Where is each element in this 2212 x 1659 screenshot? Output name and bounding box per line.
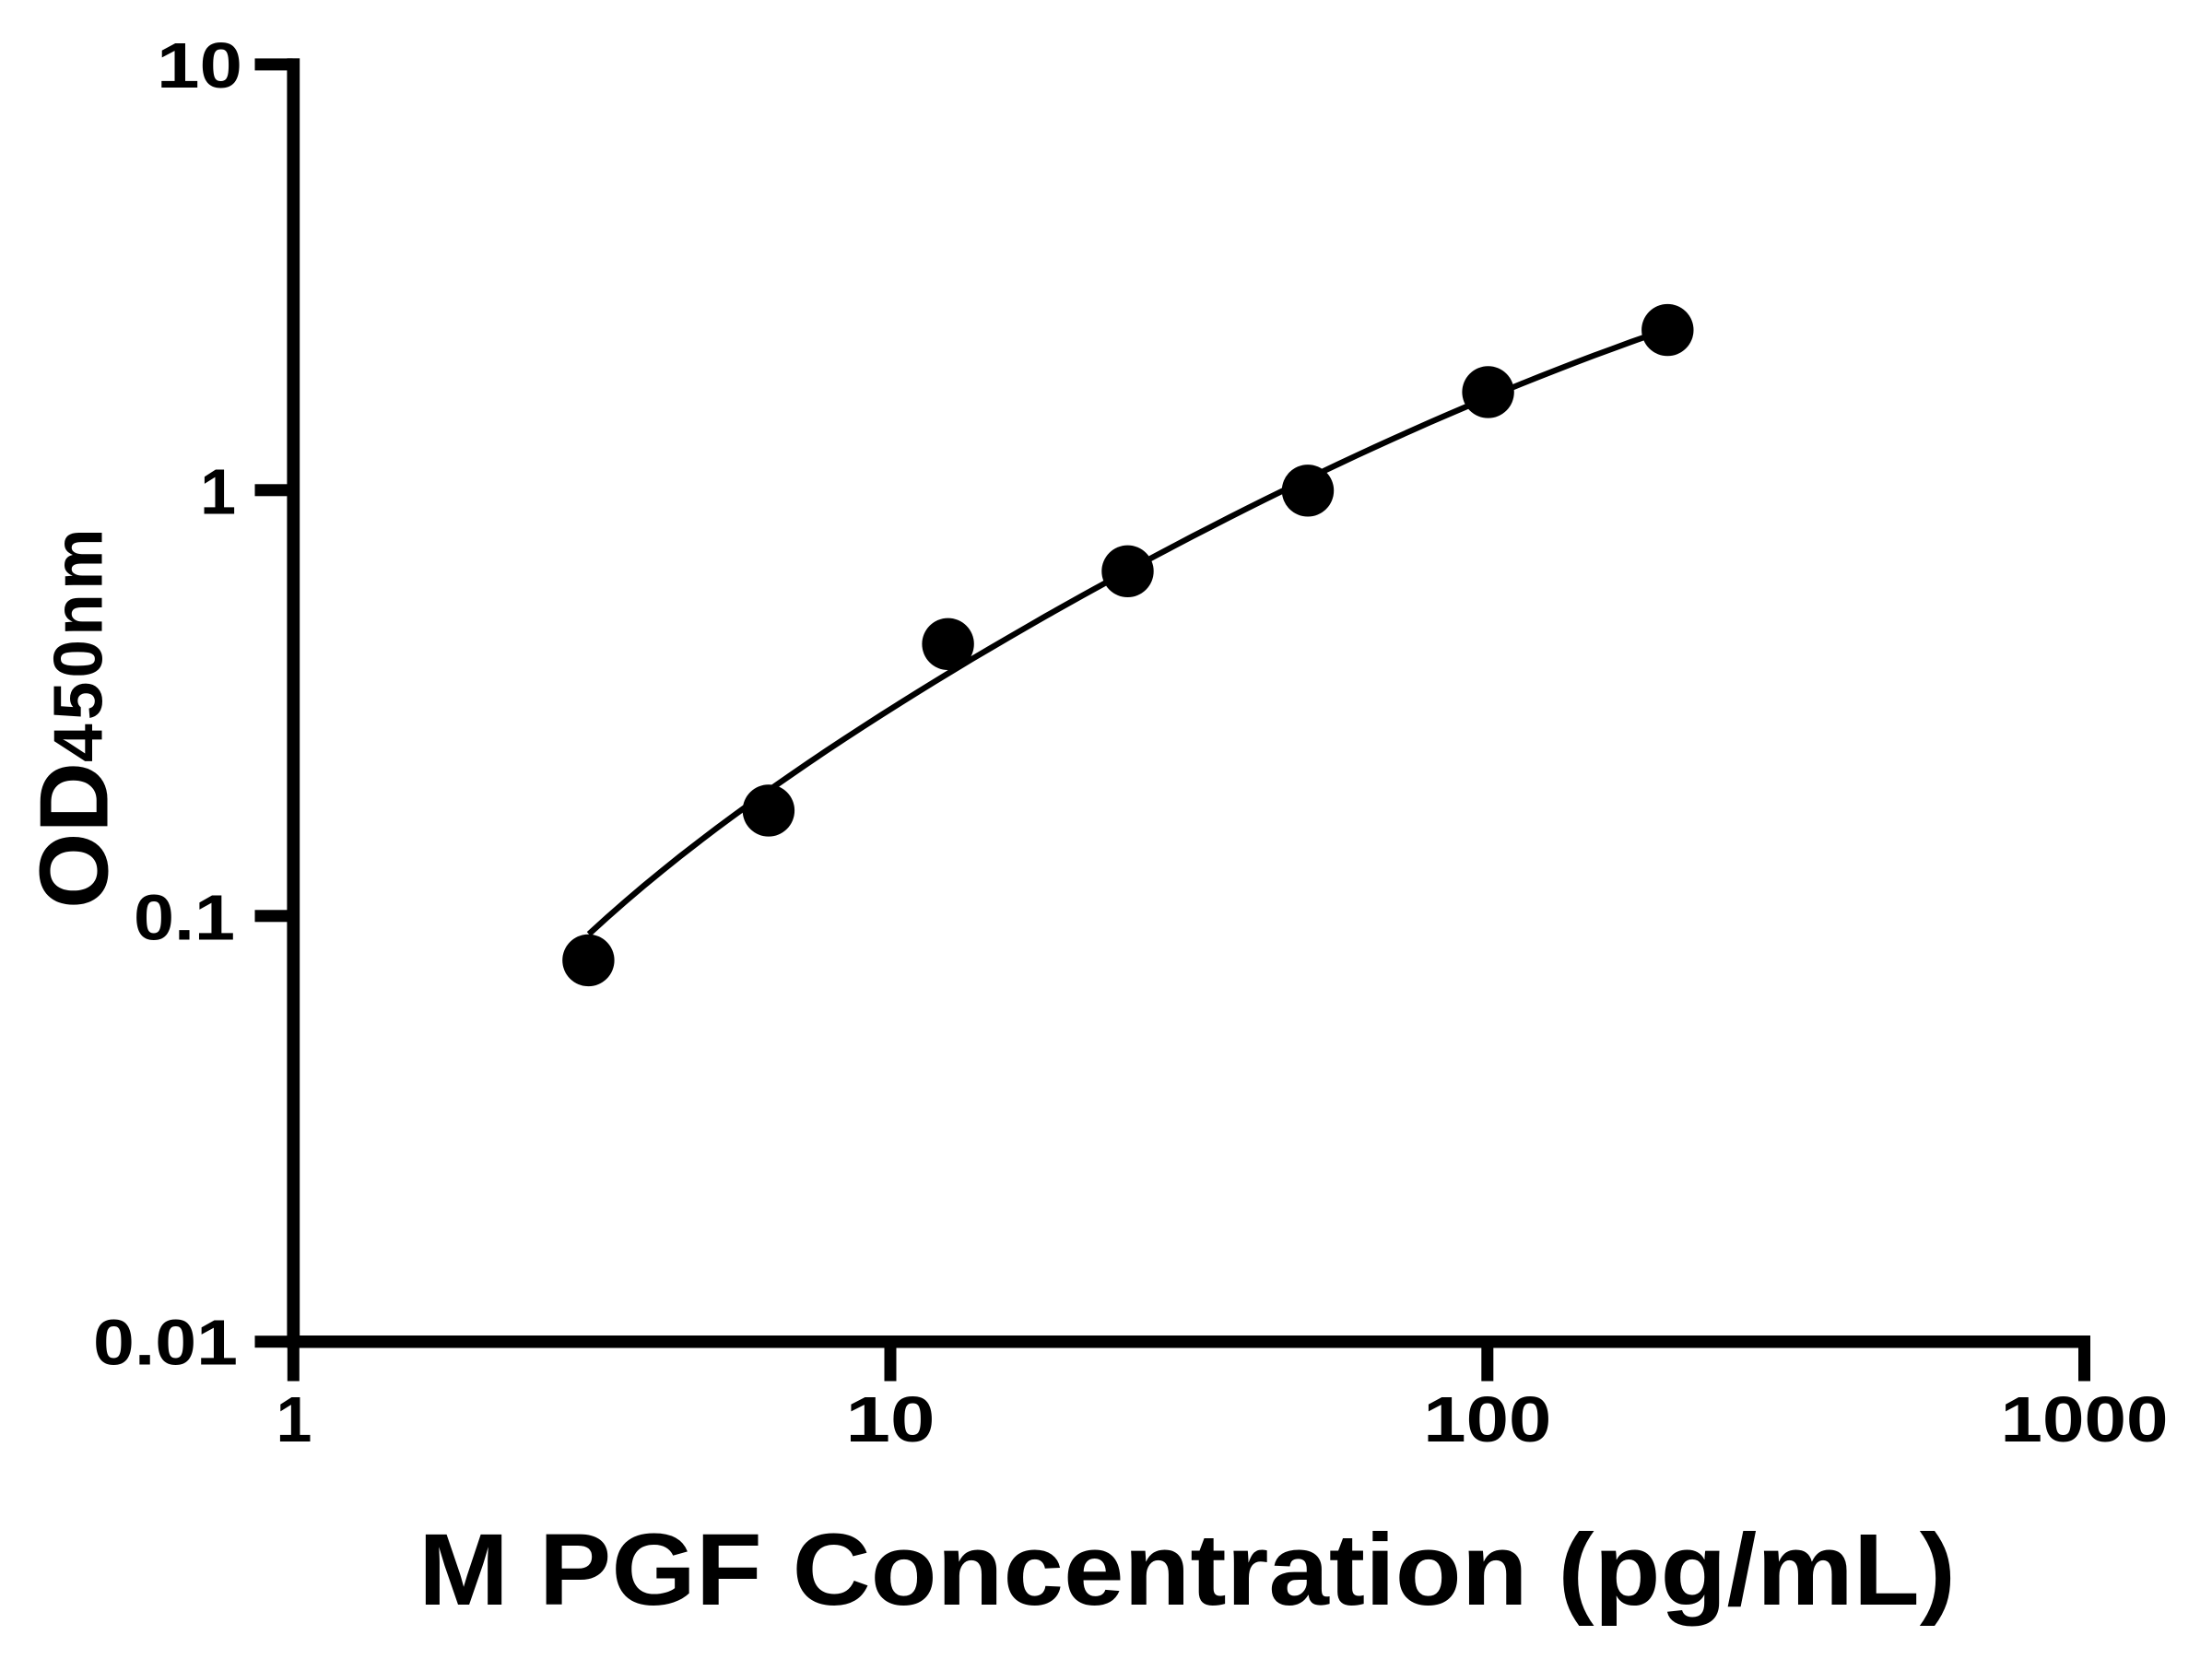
svg-text:1: 1 bbox=[200, 455, 236, 527]
svg-text:10: 10 bbox=[846, 1383, 935, 1455]
svg-text:10: 10 bbox=[157, 29, 242, 101]
svg-text:M PGF Concentration (pg/mL): M PGF Concentration (pg/mL) bbox=[418, 1513, 1956, 1627]
svg-text:1000: 1000 bbox=[2001, 1383, 2169, 1455]
svg-text:0.01: 0.01 bbox=[93, 1307, 238, 1379]
svg-text:1: 1 bbox=[276, 1383, 312, 1455]
svg-text:0.1: 0.1 bbox=[134, 881, 235, 953]
svg-text:100: 100 bbox=[1423, 1383, 1551, 1455]
svg-text:OD450nm: OD450nm bbox=[20, 524, 129, 909]
